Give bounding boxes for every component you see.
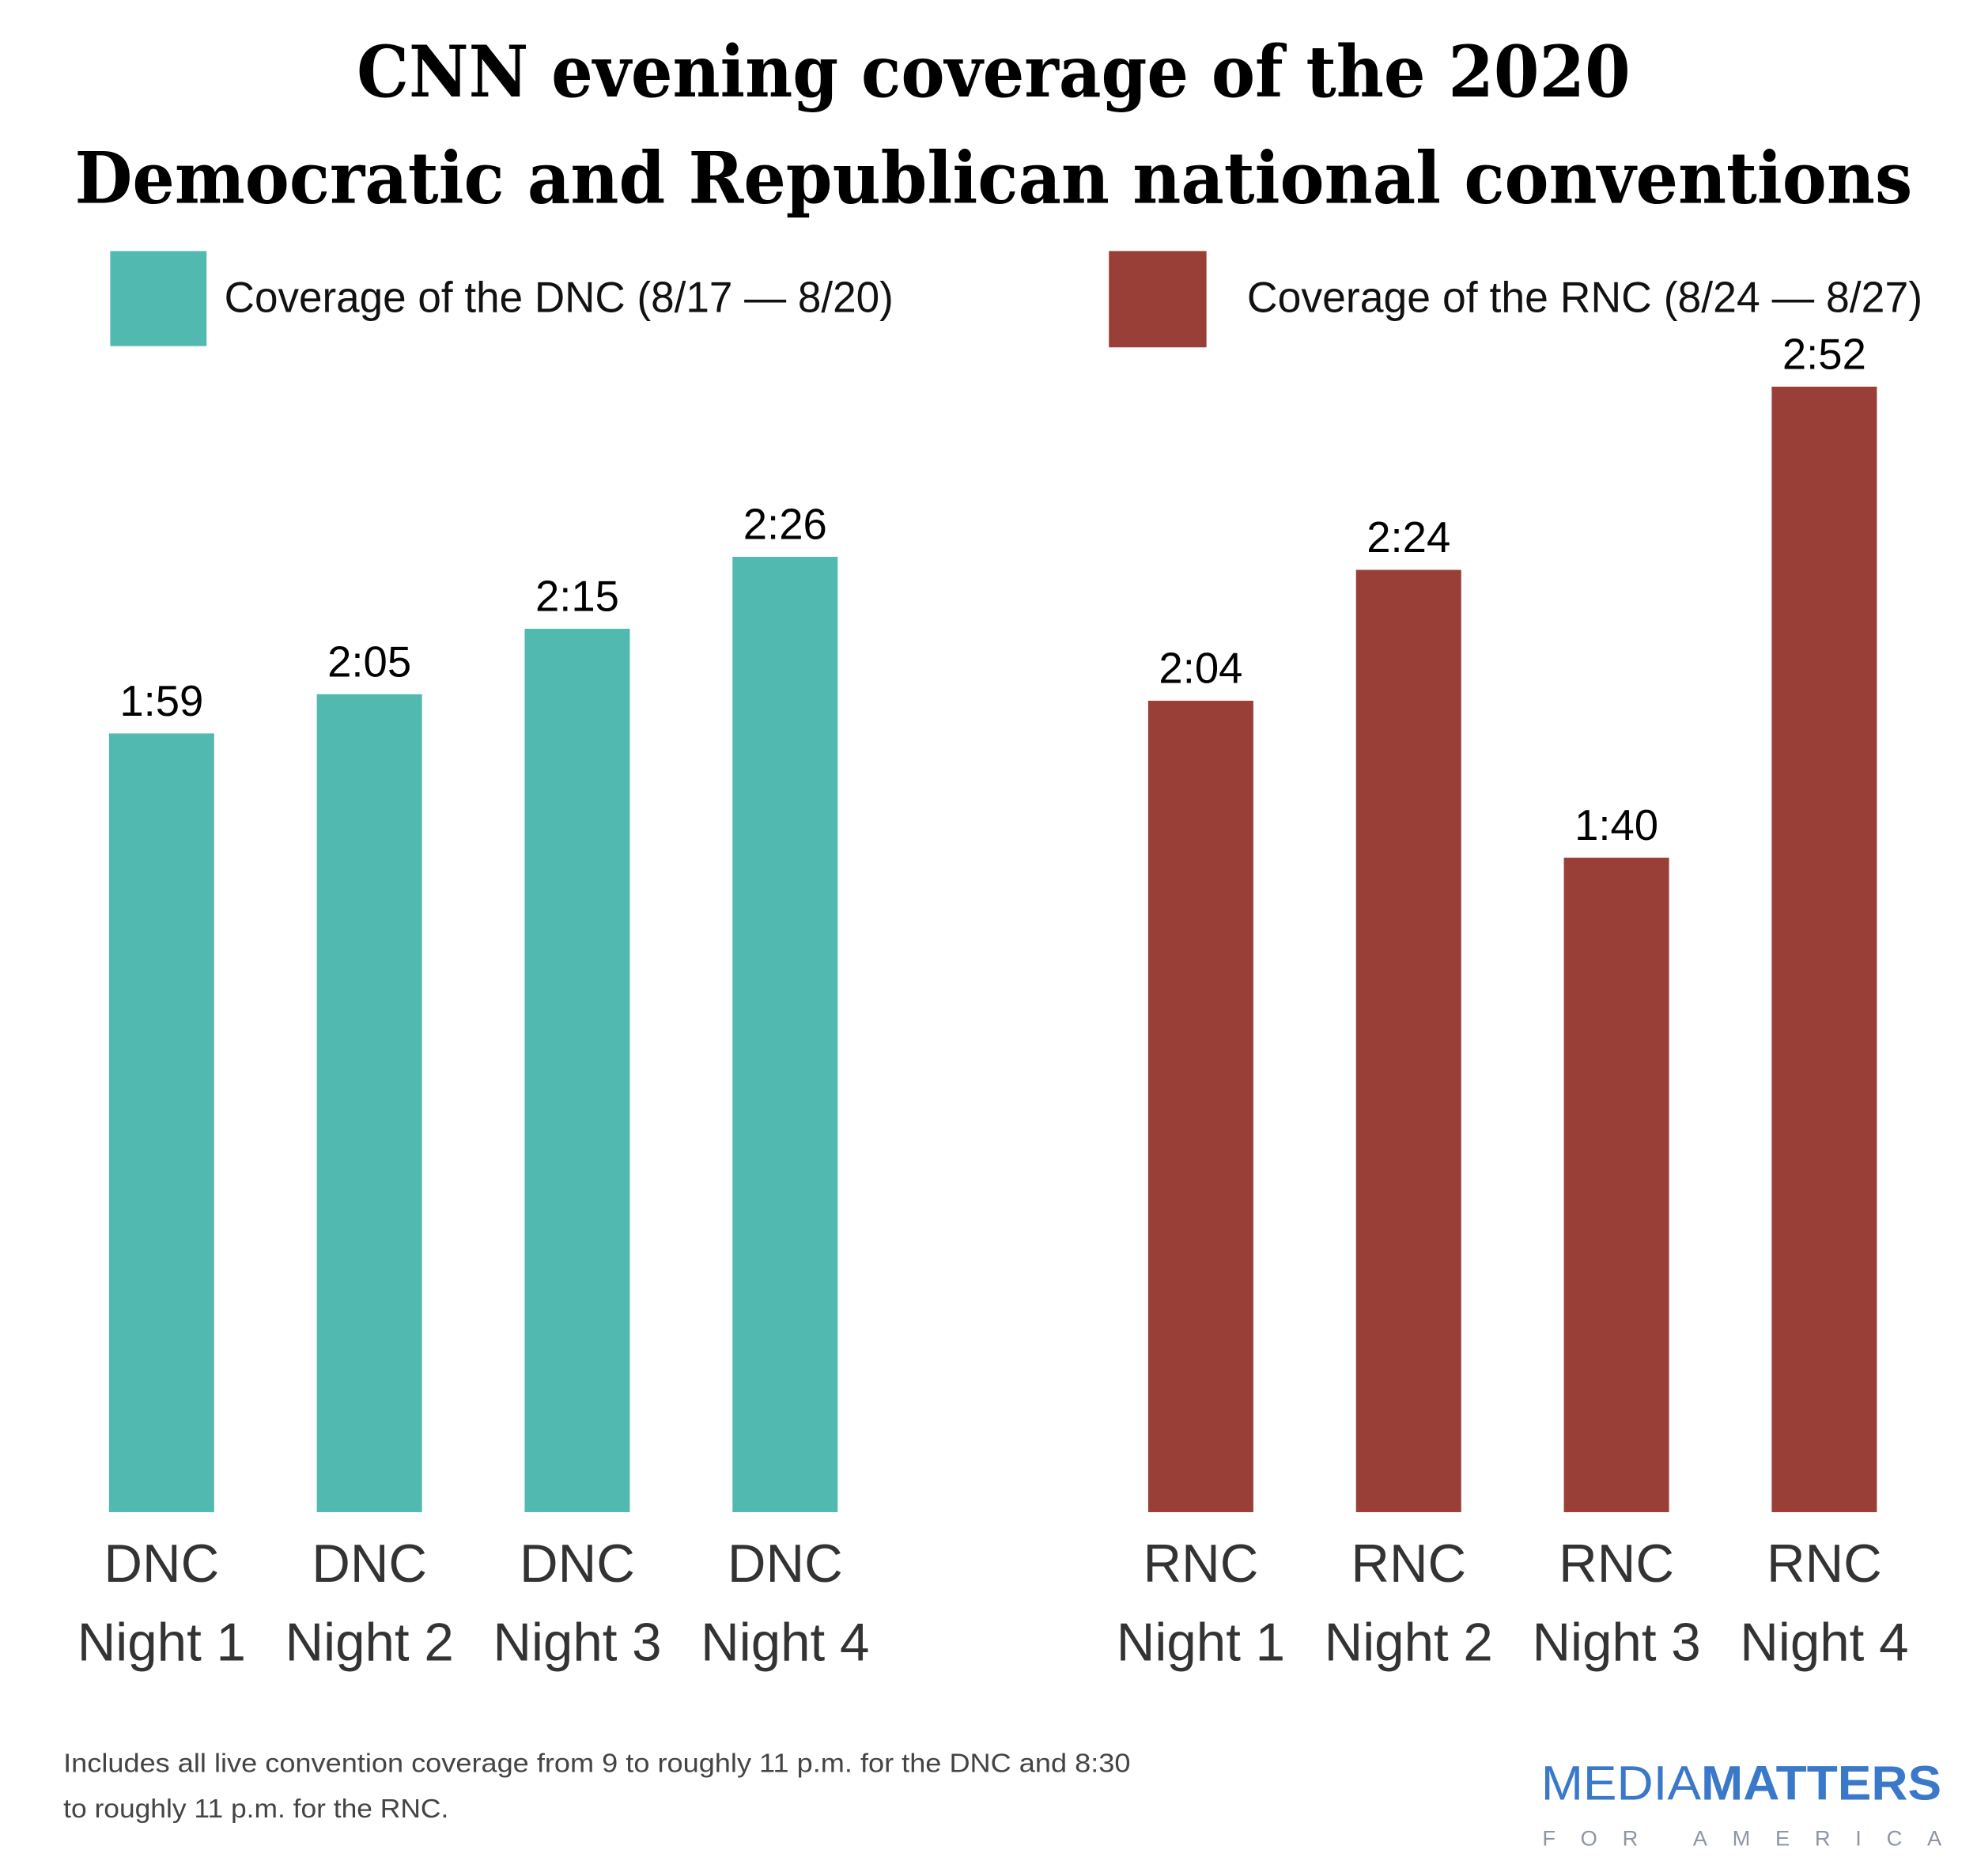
logo-word-matters: MATTERS bbox=[1701, 1757, 1941, 1810]
bar-dnc-night-4 bbox=[732, 557, 838, 1512]
x-label-rnc-night-3-line-1: RNC bbox=[1559, 1534, 1674, 1594]
chart-title-line-2: Democratic and Republican national conve… bbox=[75, 138, 1913, 221]
x-label-dnc-night-3-line-2: Night 3 bbox=[493, 1613, 661, 1672]
bar-rnc-night-4 bbox=[1771, 386, 1877, 1512]
media-matters-logo: MEDIA MATTERS FOR AMERICA bbox=[1541, 1757, 1942, 1851]
chart-title-line-1: CNN evening coverage of the 2020 bbox=[357, 31, 1631, 114]
x-label-dnc-night-4-line-1: DNC bbox=[728, 1534, 843, 1594]
value-label-rnc-night-1: 2:04 bbox=[1159, 645, 1242, 693]
bar-rnc-night-3 bbox=[1563, 857, 1669, 1512]
value-label-dnc-night-4: 2:26 bbox=[743, 501, 827, 549]
x-label-rnc-night-2-line-1: RNC bbox=[1351, 1534, 1466, 1594]
logo-wordmark: MEDIA MATTERS bbox=[1541, 1757, 1941, 1810]
x-label-rnc-night-4-line-2: Night 4 bbox=[1740, 1613, 1908, 1672]
bar-dnc-night-1 bbox=[108, 733, 214, 1512]
footnote-line-1: Includes all live convention coverage fr… bbox=[63, 1749, 1130, 1778]
x-label-rnc-night-4-line-1: RNC bbox=[1767, 1534, 1882, 1594]
x-label-rnc-night-3-line-2: Night 3 bbox=[1532, 1613, 1700, 1672]
legend-swatch-dnc bbox=[110, 251, 207, 346]
value-label-rnc-night-3: 1:40 bbox=[1574, 801, 1658, 849]
x-label-dnc-night-2-line-1: DNC bbox=[312, 1534, 427, 1594]
x-label-rnc-night-1-line-2: Night 1 bbox=[1117, 1613, 1285, 1672]
logo-word-media: MEDIA bbox=[1541, 1757, 1702, 1810]
x-label-dnc-night-3-line-1: DNC bbox=[520, 1534, 635, 1594]
legend-label-rnc: Coverage of the RNC (8/24 — 8/27) bbox=[1247, 273, 1922, 321]
bar-dnc-night-2 bbox=[316, 694, 422, 1512]
legend-label-dnc: Coverage of the DNC (8/17 — 8/20) bbox=[225, 273, 894, 321]
x-label-rnc-night-1-line-1: RNC bbox=[1143, 1534, 1259, 1594]
value-label-rnc-night-2: 2:24 bbox=[1367, 513, 1450, 562]
value-label-dnc-night-1: 1:59 bbox=[119, 677, 203, 725]
bar-rnc-night-1 bbox=[1147, 701, 1253, 1512]
value-label-rnc-night-4: 2:52 bbox=[1782, 330, 1866, 378]
bar-rnc-night-2 bbox=[1355, 569, 1461, 1512]
legend-swatch-rnc bbox=[1109, 251, 1207, 348]
logo-tagline: FOR AMERICA bbox=[1542, 1825, 1942, 1850]
value-label-dnc-night-3: 2:15 bbox=[535, 573, 619, 621]
x-label-rnc-night-2-line-2: Night 2 bbox=[1325, 1613, 1493, 1672]
x-label-dnc-night-4-line-2: Night 4 bbox=[701, 1613, 869, 1672]
x-label-dnc-night-1-line-2: Night 1 bbox=[77, 1613, 246, 1672]
footnote-line-2: to roughly 11 p.m. for the RNC. bbox=[63, 1795, 448, 1824]
value-label-dnc-night-2: 2:05 bbox=[327, 637, 411, 686]
bar-dnc-night-3 bbox=[524, 629, 630, 1512]
x-label-dnc-night-1-line-1: DNC bbox=[104, 1534, 219, 1594]
x-label-dnc-night-2-line-2: Night 2 bbox=[285, 1613, 454, 1672]
